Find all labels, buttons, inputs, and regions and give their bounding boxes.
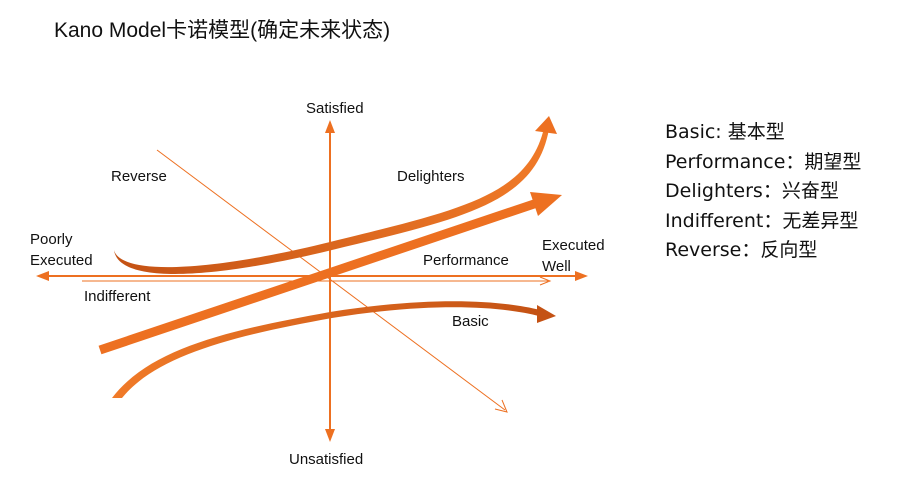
basic-curve bbox=[112, 301, 556, 398]
reverse-arrow-icon bbox=[494, 399, 508, 413]
delighters-arrow-icon bbox=[535, 116, 557, 134]
page-title: Kano Model卡诺模型(确定未来状态) bbox=[54, 19, 391, 42]
label-executed-well-1: Executed bbox=[542, 237, 605, 254]
label-satisfied: Satisfied bbox=[306, 100, 364, 117]
label-reverse: Reverse bbox=[111, 168, 167, 185]
axis-arrow-left-icon bbox=[36, 271, 49, 281]
label-basic: Basic bbox=[452, 313, 489, 330]
legend-item-indifferent: Indifferent：无差异型 bbox=[665, 209, 859, 232]
axis-arrow-up-icon bbox=[325, 120, 335, 133]
label-unsatisfied: Unsatisfied bbox=[289, 451, 363, 468]
label-performance: Performance bbox=[423, 252, 509, 269]
performance-arrow-icon bbox=[530, 192, 562, 216]
axis-arrow-down-icon bbox=[325, 429, 335, 442]
basic-arrow-icon bbox=[537, 305, 556, 323]
legend-item-performance: Performance：期望型 bbox=[665, 150, 862, 173]
performance-line bbox=[98, 192, 562, 355]
legend-item-delighters: Delighters：兴奋型 bbox=[665, 180, 839, 202]
label-indifferent: Indifferent bbox=[84, 288, 151, 305]
axis-arrow-right-icon bbox=[575, 271, 588, 281]
delighters-curve bbox=[114, 116, 557, 274]
label-poorly: Poorly bbox=[30, 231, 73, 248]
label-executed-well-2: Well bbox=[542, 258, 571, 275]
legend-item-reverse: Reverse：反向型 bbox=[665, 239, 818, 261]
legend-item-basic: Basic: 基本型 bbox=[665, 121, 785, 143]
label-executed: Executed bbox=[30, 252, 93, 269]
indifferent-arrow-icon bbox=[539, 276, 552, 286]
label-delighters: Delighters bbox=[397, 168, 465, 185]
legend: Basic: 基本型 Performance：期望型 Delighters：兴奋… bbox=[665, 118, 861, 266]
reverse-line bbox=[156, 149, 508, 413]
